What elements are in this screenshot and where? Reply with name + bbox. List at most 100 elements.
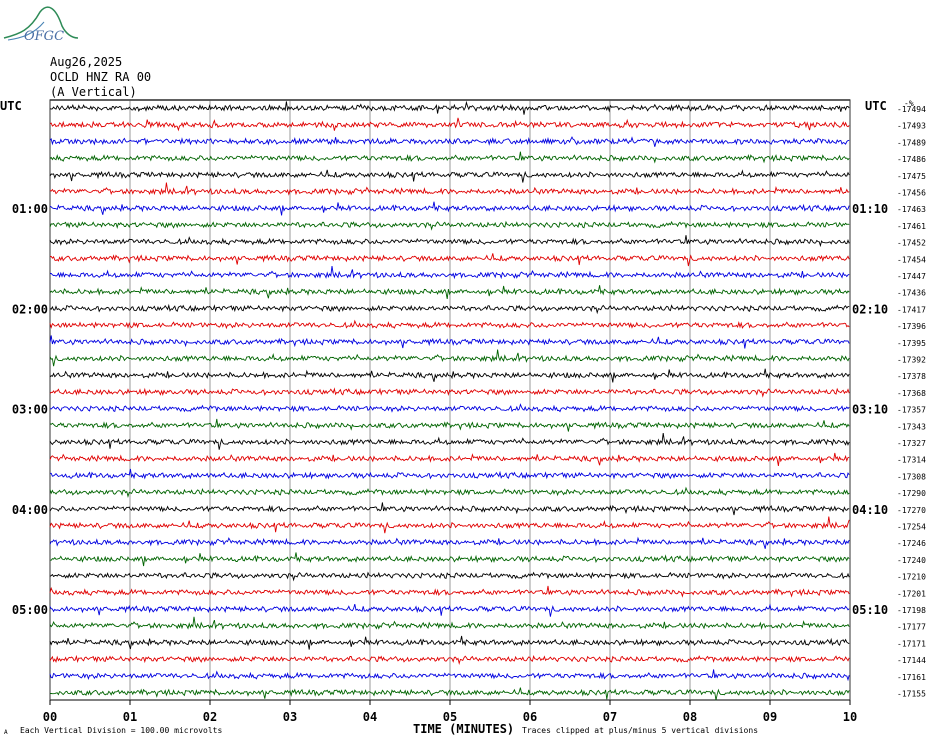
- trace-26: [49, 536, 850, 549]
- x-tick-label-04: 04: [363, 710, 377, 724]
- trace-offset-13: -17396: [897, 322, 926, 331]
- trace-23: [49, 486, 850, 498]
- trace-33: [49, 654, 850, 665]
- x-tick-label-02: 02: [203, 710, 217, 724]
- left-utc-label: UTC: [0, 99, 22, 113]
- trace-9: [49, 253, 850, 267]
- x-tick-label-03: 03: [283, 710, 297, 724]
- trace-35: [49, 687, 850, 701]
- trace-offset-29: -17201: [897, 589, 926, 598]
- trace-offset-6: -17463: [897, 205, 926, 214]
- right-utc-label: UTC: [865, 99, 887, 113]
- trace-offset-7: -17461: [897, 222, 926, 231]
- trace-1: [49, 117, 850, 132]
- trace-offset-28: -17210: [897, 573, 926, 582]
- right-time-05:10: 05:10: [852, 603, 888, 617]
- trace-10: [50, 266, 850, 280]
- x-tick-label-10: 10: [843, 710, 857, 724]
- trace-11: [49, 285, 850, 299]
- trace-12: [49, 303, 850, 315]
- trace-offset-16: -17378: [897, 372, 926, 381]
- trace-5: [49, 182, 850, 196]
- trace-offset-12: -17417: [897, 305, 926, 314]
- right-time-03:10: 03:10: [852, 403, 888, 417]
- right-time-04:10: 04:10: [852, 503, 888, 517]
- right-time-02:10: 02:10: [852, 302, 888, 316]
- trace-7: [49, 220, 850, 231]
- trace-3: [49, 151, 850, 164]
- axis-labels: 00 01 02 03 04 05 06 07 08 09 10 -17494 -17493 -17489…: [0, 99, 926, 736]
- trace-offset-21: -17314: [897, 456, 926, 465]
- trace-offset-2: -17489: [897, 138, 926, 147]
- vertical-division-note: Each Vertical Division = 100.00 microvol…: [20, 726, 222, 735]
- x-tick-label-05: 05: [443, 710, 457, 724]
- x-tick-label-00: 00: [43, 710, 57, 724]
- trace-offset-34: -17161: [897, 673, 926, 682]
- trace-34: [49, 669, 850, 682]
- x-tick-label-06: 06: [523, 710, 537, 724]
- trace-offset-14: -17395: [897, 339, 926, 348]
- trace-offset-26: -17246: [897, 539, 926, 548]
- clipping-note: Traces clipped at plus/minus 5 vertical …: [522, 726, 758, 735]
- trace-16: [49, 368, 850, 383]
- left-time-04:00: 04:00: [12, 503, 48, 517]
- trace-offset-11: -17436: [897, 289, 926, 298]
- left-time-02:00: 02:00: [12, 302, 48, 316]
- logo-text: OFGC: [24, 29, 64, 44]
- trace-offset-18: -17357: [897, 406, 926, 415]
- trace-6: [49, 201, 850, 216]
- right-time-01:10: 01:10: [852, 202, 888, 216]
- plot-date: Aug26,2025: [50, 55, 123, 69]
- x-tick-label-09: 09: [763, 710, 777, 724]
- left-time-01:00: 01:00: [12, 202, 48, 216]
- trace-offset-23: -17290: [897, 489, 926, 498]
- ofgc-logo: OFGC: [3, 6, 79, 44]
- station-id: OCLD HNZ RA 00: [50, 70, 152, 84]
- trace-offset-20: -17327: [897, 439, 926, 448]
- trace-offset-9: -17454: [897, 255, 926, 264]
- trace-4: [49, 169, 850, 183]
- trace-13: [49, 319, 850, 330]
- trace-offset-24: -17270: [897, 506, 926, 515]
- trace-offset-10: -17447: [897, 272, 926, 281]
- trace-offset-32: -17171: [897, 639, 926, 648]
- trace-29: [49, 585, 850, 598]
- trace-19: [49, 418, 850, 432]
- trace-2: [49, 136, 850, 147]
- right-extra-label: -%: [904, 99, 914, 108]
- trace-offset-33: -17144: [897, 656, 926, 665]
- trace-offset-22: -17308: [897, 472, 926, 481]
- trace-offset-35: -17155: [897, 690, 926, 699]
- trace-32: [49, 635, 850, 650]
- trace-15: [49, 349, 850, 367]
- trace-offset-27: -17240: [897, 556, 926, 565]
- trace-offset-17: -17368: [897, 389, 926, 398]
- trace-offset-15: -17392: [897, 356, 926, 365]
- trace-offset-8: -17452: [897, 239, 926, 248]
- trace-14: [49, 335, 850, 349]
- trace-offset-31: -17177: [897, 623, 926, 632]
- left-time-05:00: 05:00: [12, 603, 48, 617]
- trace-offset-3: -17486: [897, 155, 926, 164]
- x-tick-label-07: 07: [603, 710, 617, 724]
- trace-17: [49, 387, 850, 398]
- footer-mark: A: [4, 729, 8, 736]
- trace-offset-30: -17198: [897, 606, 926, 615]
- trace-30: [49, 603, 850, 617]
- seismic-traces: [49, 100, 850, 701]
- x-axis-title: TIME (MINUTES): [413, 722, 514, 736]
- trace-24: [49, 502, 850, 516]
- x-tick-label-01: 01: [123, 710, 137, 724]
- trace-offset-19: -17343: [897, 422, 926, 431]
- trace-22: [49, 468, 850, 480]
- trace-18: [49, 403, 850, 413]
- trace-27: [49, 552, 850, 567]
- trace-offset-5: -17456: [897, 189, 926, 198]
- x-tick-label-08: 08: [683, 710, 697, 724]
- trace-offset-0: -17494: [897, 105, 926, 114]
- trace-28: [49, 571, 850, 582]
- trace-31: [49, 616, 850, 631]
- vertical-gridlines: [49, 99, 851, 705]
- trace-offset-4: -17475: [897, 172, 926, 181]
